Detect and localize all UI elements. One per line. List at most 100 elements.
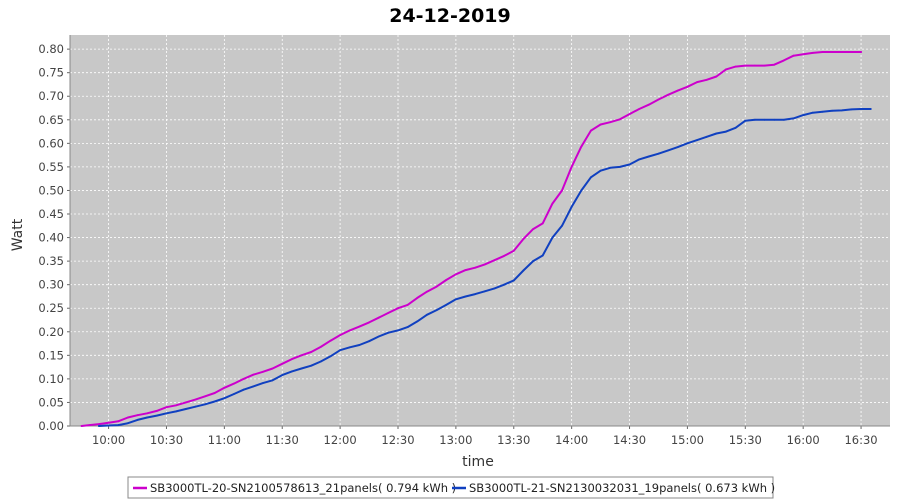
y-axis-label: Watt: [10, 218, 26, 251]
series-2-point: [811, 111, 814, 114]
series-2-point: [117, 424, 120, 426]
y-tick-label: 0.00: [38, 419, 64, 433]
series-2-point: [455, 298, 457, 301]
x-tick-label: 10:00: [92, 433, 125, 447]
series-1-point: [744, 64, 747, 67]
series-2-point: [783, 118, 785, 121]
series-2-point: [358, 344, 361, 346]
series-2-point: [194, 405, 197, 408]
y-tick-label: 0.65: [38, 113, 64, 127]
series-2-point: [551, 236, 554, 239]
series-1-point: [107, 421, 110, 424]
series-1-point: [127, 416, 129, 419]
series-2-point: [821, 110, 824, 113]
series-1-point: [551, 202, 554, 205]
x-tick-label: 16:00: [787, 433, 820, 447]
series-2-point: [426, 313, 428, 316]
x-tick-label: 13:00: [439, 433, 472, 447]
series-1-point: [570, 166, 573, 168]
series-1-point: [474, 266, 477, 269]
series-1-point: [98, 423, 100, 425]
series-1-point: [117, 420, 120, 423]
series-1-point: [155, 410, 158, 412]
series-1-point: [850, 51, 853, 53]
plot-area: [70, 35, 890, 426]
series-2-point: [609, 166, 612, 169]
series-1-point: [532, 228, 534, 231]
y-tick-label: 0.05: [38, 395, 64, 409]
series-1-point: [146, 412, 149, 415]
series-1-point: [204, 395, 207, 398]
series-1-point: [406, 304, 409, 306]
series-2-point: [136, 419, 139, 421]
y-tick-label: 0.45: [38, 207, 64, 221]
series-2-point: [657, 152, 660, 155]
series-2-point: [339, 349, 341, 352]
series-2-point: [397, 329, 399, 332]
series-2-point: [667, 149, 669, 152]
y-tick-label: 0.80: [38, 42, 64, 56]
series-2-point: [840, 109, 843, 112]
series-2-point: [734, 126, 737, 129]
series-1-point: [821, 51, 824, 53]
series-2-point: [590, 176, 592, 179]
x-axis-label: time: [462, 454, 494, 470]
series-1-point: [252, 373, 255, 376]
series-1-point: [348, 329, 351, 332]
series-1-point: [802, 53, 805, 56]
series-1-point: [754, 64, 756, 67]
series-line-1: [80, 51, 863, 427]
x-tick-label: 11:30: [266, 433, 299, 447]
series-2-point: [377, 335, 380, 338]
x-tick-label: 12:30: [381, 433, 414, 447]
series-2-point: [213, 400, 216, 403]
series-2-point: [532, 260, 534, 262]
series-1-point: [184, 401, 187, 404]
series-2-point: [725, 130, 727, 133]
series-2-point: [647, 155, 650, 158]
series-1-point: [242, 378, 245, 380]
y-tick-label: 0.25: [38, 301, 64, 315]
series-1-point: [213, 392, 216, 394]
legend: SB3000TL-20-SN2100578613_21panels( 0.794…: [127, 476, 775, 499]
series-1-point: [831, 51, 833, 53]
series-2-point: [686, 142, 689, 145]
series-1-point: [840, 51, 843, 53]
series-2-point: [435, 309, 438, 311]
series-2-point: [242, 388, 245, 391]
series-1-point: [464, 269, 467, 271]
series-1-point: [860, 51, 862, 53]
x-tick-label: 14:00: [555, 433, 588, 447]
legend-label-2: SB3000TL-21-SN2130032031_19panels( 0.673…: [469, 481, 775, 495]
series-1-point: [455, 273, 457, 276]
series-2-point: [329, 355, 332, 358]
series-2-point: [474, 293, 477, 295]
series-2-point: [541, 254, 544, 257]
series-1-point: [638, 108, 641, 110]
series-2-point: [464, 295, 467, 298]
series-2-point: [831, 109, 833, 112]
y-tick-label: 0.70: [38, 89, 64, 103]
series-2-point: [619, 166, 621, 168]
y-tick-label: 0.20: [38, 325, 64, 339]
series-2-point: [406, 326, 409, 328]
y-tick-label: 0.40: [38, 231, 64, 245]
series-1-point: [647, 103, 650, 106]
series-2-point: [204, 403, 207, 406]
series-2-point: [319, 360, 322, 363]
series-1-point: [175, 404, 178, 407]
chart-title: 24-12-2019: [389, 5, 511, 27]
series-2-point: [223, 397, 226, 400]
series-2-point: [754, 118, 756, 121]
axes: 0.00 0.05 0.10 0.15 0.20 0.25 0.30 0.35 0.40 0.45…: [38, 35, 890, 447]
series-2-point: [792, 117, 795, 120]
series-2-point: [860, 108, 862, 110]
series-1-point: [686, 85, 689, 88]
series-1-point: [339, 334, 341, 336]
series-1-point: [80, 425, 83, 427]
series-1-point: [233, 382, 235, 385]
x-tick-label: 15:30: [729, 433, 762, 447]
y-tick-label: 0.30: [38, 278, 64, 292]
series-1-point: [223, 386, 226, 389]
series-1-point: [522, 238, 525, 240]
